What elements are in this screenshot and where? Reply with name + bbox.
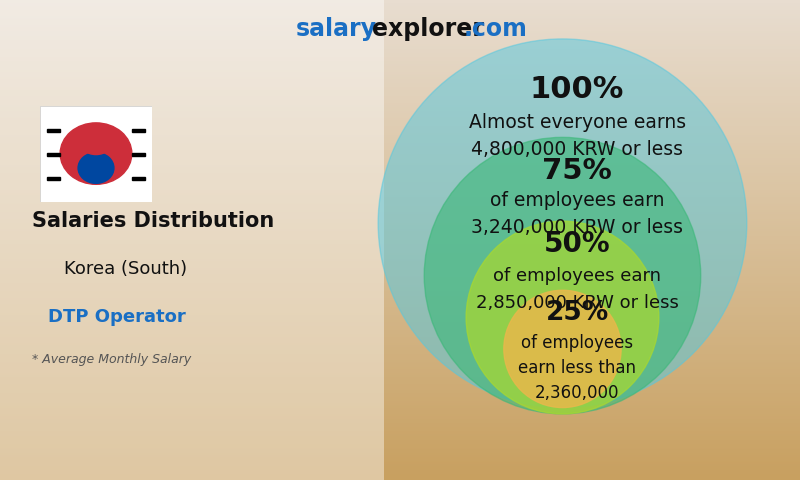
Text: explorer: explorer [372,17,484,41]
Text: DTP Operator: DTP Operator [48,308,186,326]
Circle shape [78,124,114,155]
Text: 3,240,000 KRW or less: 3,240,000 KRW or less [471,218,683,237]
Bar [46,129,60,132]
Text: 75%: 75% [542,157,612,185]
FancyBboxPatch shape [40,106,152,202]
Text: of employees: of employees [521,334,633,352]
Text: Salaries Distribution: Salaries Distribution [32,211,274,231]
Text: * Average Monthly Salary: * Average Monthly Salary [32,353,191,367]
Text: Korea (South): Korea (South) [64,260,187,278]
Text: 50%: 50% [544,230,610,258]
Circle shape [466,221,659,414]
Circle shape [424,137,701,414]
Bar [132,177,146,180]
Text: of employees earn: of employees earn [493,266,661,285]
Text: 25%: 25% [546,300,609,326]
Text: 2,360,000: 2,360,000 [535,384,619,402]
Text: of employees earn: of employees earn [490,191,664,210]
Circle shape [60,123,132,184]
Bar [46,177,60,180]
Circle shape [504,290,621,408]
Text: salary: salary [296,17,377,41]
Text: 2,850,000 KRW or less: 2,850,000 KRW or less [476,294,678,312]
Bar [46,153,60,156]
FancyBboxPatch shape [0,0,384,480]
Text: .com: .com [464,17,528,41]
Bar [132,129,146,132]
Bar [132,153,146,156]
Text: 4,800,000 KRW or less: 4,800,000 KRW or less [471,141,683,159]
Circle shape [78,153,114,183]
Circle shape [378,39,746,408]
Text: Almost everyone earns: Almost everyone earns [469,113,686,132]
Text: 100%: 100% [530,75,624,104]
Text: earn less than: earn less than [518,359,636,377]
